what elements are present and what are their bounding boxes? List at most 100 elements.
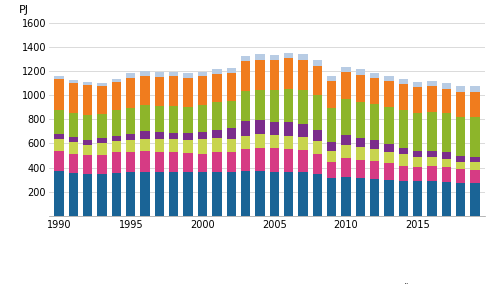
Bar [470,118,480,157]
Bar [169,76,178,106]
Bar [298,137,308,150]
Bar [342,158,351,177]
Bar [141,105,150,131]
Bar [470,157,480,162]
Bar [141,131,150,139]
Bar [313,66,322,95]
Bar [427,157,437,166]
Bar [241,149,250,171]
Bar [399,84,408,110]
Legend: Olja, Kol, Naturgas, Torv, Förnybar energi, Kärnenergi, Övriga: Olja, Kol, Naturgas, Torv, Förnybar ener… [102,283,432,284]
Bar [470,91,480,118]
Bar [384,81,393,107]
Bar [54,80,64,110]
Bar [54,139,64,151]
Bar [69,142,78,154]
Bar [155,77,164,106]
Bar [270,90,279,122]
Bar [427,166,437,181]
Bar [83,82,93,85]
Bar [198,154,207,172]
Bar [356,178,365,216]
Bar [399,154,408,166]
Bar [83,85,93,115]
Bar [342,135,351,145]
Bar [399,80,408,84]
Bar [370,161,379,179]
Bar [284,136,293,149]
Bar [327,142,336,151]
Bar [384,107,393,144]
Bar [83,155,93,174]
Bar [241,171,250,216]
Bar [270,122,279,135]
Bar [169,172,178,216]
Bar [413,151,422,157]
Bar [69,83,78,113]
Bar [413,87,422,113]
Bar [470,170,480,183]
Bar [198,139,207,154]
Bar [284,172,293,216]
Bar [183,78,193,106]
Bar [313,130,322,141]
Bar [198,172,207,216]
Bar [456,86,465,91]
Bar [399,166,408,181]
Bar [356,138,365,147]
Bar [399,110,408,148]
Bar [413,167,422,181]
Bar [169,153,178,172]
Bar [255,90,265,120]
Bar [83,115,93,140]
Bar [255,148,265,171]
Bar [169,106,178,133]
Bar [342,99,351,135]
Bar [112,135,121,141]
Bar [284,122,293,136]
Bar [284,89,293,122]
Bar [342,145,351,158]
Bar [98,143,107,155]
Bar [226,172,236,216]
Bar [284,53,293,58]
Bar [356,69,365,75]
Bar [112,79,121,82]
Bar [169,139,178,153]
Bar [169,133,178,139]
Bar [126,73,135,78]
Bar [427,112,437,151]
Bar [441,153,451,158]
Bar [327,76,336,81]
Bar [54,110,64,134]
Bar [126,152,135,172]
Bar [327,81,336,108]
Bar [112,141,121,153]
Bar [54,171,64,216]
Bar [342,67,351,72]
Bar [441,113,451,153]
Bar [69,80,78,83]
Bar [270,55,279,60]
Bar [126,108,135,134]
Bar [112,82,121,110]
Bar [456,117,465,156]
Bar [112,173,121,216]
Bar [313,174,322,216]
Bar [226,139,236,153]
Bar [384,144,393,152]
Bar [54,151,64,171]
Bar [270,172,279,216]
Bar [155,139,164,152]
Bar [98,155,107,174]
Bar [183,172,193,216]
Bar [169,72,178,76]
Bar [155,106,164,132]
Bar [399,148,408,154]
Bar [270,135,279,148]
Bar [98,114,107,138]
Bar [54,76,64,80]
Bar [370,104,379,140]
Bar [427,151,437,157]
Bar [183,133,193,140]
